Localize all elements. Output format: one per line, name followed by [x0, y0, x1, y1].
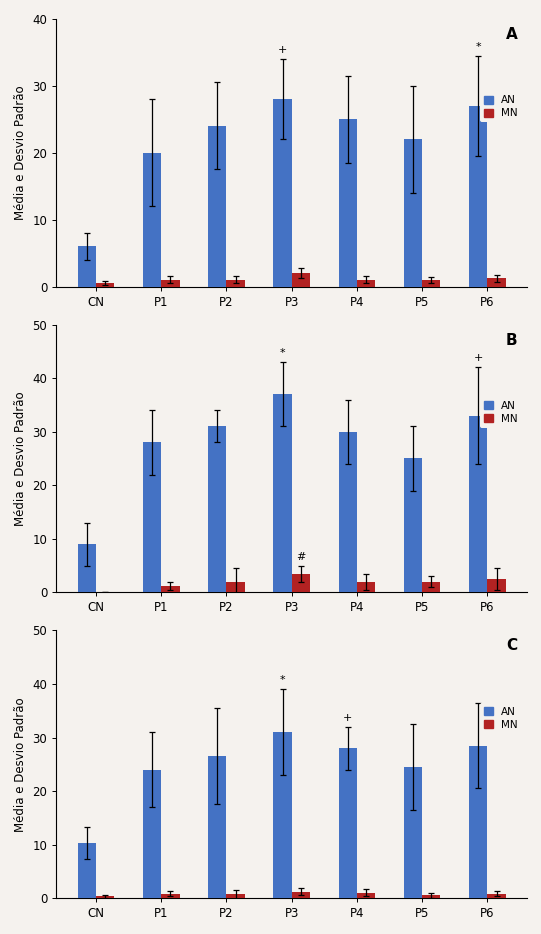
Bar	[339, 748, 357, 899]
Bar	[227, 895, 245, 899]
Bar	[487, 278, 506, 287]
Bar	[487, 579, 506, 592]
Text: C: C	[506, 639, 518, 654]
Bar	[404, 459, 422, 592]
Text: +: +	[343, 713, 353, 723]
Bar	[357, 893, 375, 899]
Bar	[422, 280, 440, 287]
Bar	[292, 892, 310, 899]
Bar	[78, 247, 96, 287]
Bar	[161, 280, 180, 287]
Text: B: B	[506, 333, 518, 347]
Text: +: +	[278, 45, 287, 55]
Text: #: #	[296, 552, 306, 561]
Bar	[143, 152, 161, 287]
Bar	[273, 99, 292, 287]
Text: A: A	[506, 27, 518, 42]
Bar	[339, 120, 357, 287]
Bar	[273, 394, 292, 592]
Y-axis label: Média e Desvio Padrão: Média e Desvio Padrão	[14, 697, 27, 831]
Bar	[161, 894, 180, 899]
Y-axis label: Média e Desvio Padrão: Média e Desvio Padrão	[14, 391, 27, 526]
Bar	[96, 897, 114, 899]
Bar	[96, 283, 114, 287]
Text: +: +	[473, 353, 483, 363]
Bar	[469, 106, 487, 287]
Bar	[78, 843, 96, 899]
Bar	[78, 545, 96, 592]
Bar	[208, 126, 227, 287]
Bar	[469, 745, 487, 899]
Bar	[227, 582, 245, 592]
Legend: AN, MN: AN, MN	[480, 91, 522, 122]
Bar	[292, 573, 310, 592]
Text: *: *	[476, 42, 481, 51]
Bar	[161, 586, 180, 592]
Legend: AN, MN: AN, MN	[480, 397, 522, 429]
Bar	[404, 139, 422, 287]
Bar	[208, 757, 227, 899]
Bar	[273, 732, 292, 899]
Text: *: *	[280, 348, 286, 358]
Bar	[357, 582, 375, 592]
Bar	[469, 416, 487, 592]
Bar	[404, 767, 422, 899]
Text: *: *	[280, 675, 286, 686]
Bar	[487, 894, 506, 899]
Bar	[357, 280, 375, 287]
Y-axis label: Média e Desvio Padrão: Média e Desvio Padrão	[14, 85, 27, 220]
Legend: AN, MN: AN, MN	[480, 702, 522, 734]
Bar	[339, 432, 357, 592]
Bar	[422, 896, 440, 899]
Bar	[422, 582, 440, 592]
Bar	[143, 770, 161, 899]
Bar	[292, 273, 310, 287]
Bar	[208, 426, 227, 592]
Bar	[227, 280, 245, 287]
Bar	[143, 443, 161, 592]
